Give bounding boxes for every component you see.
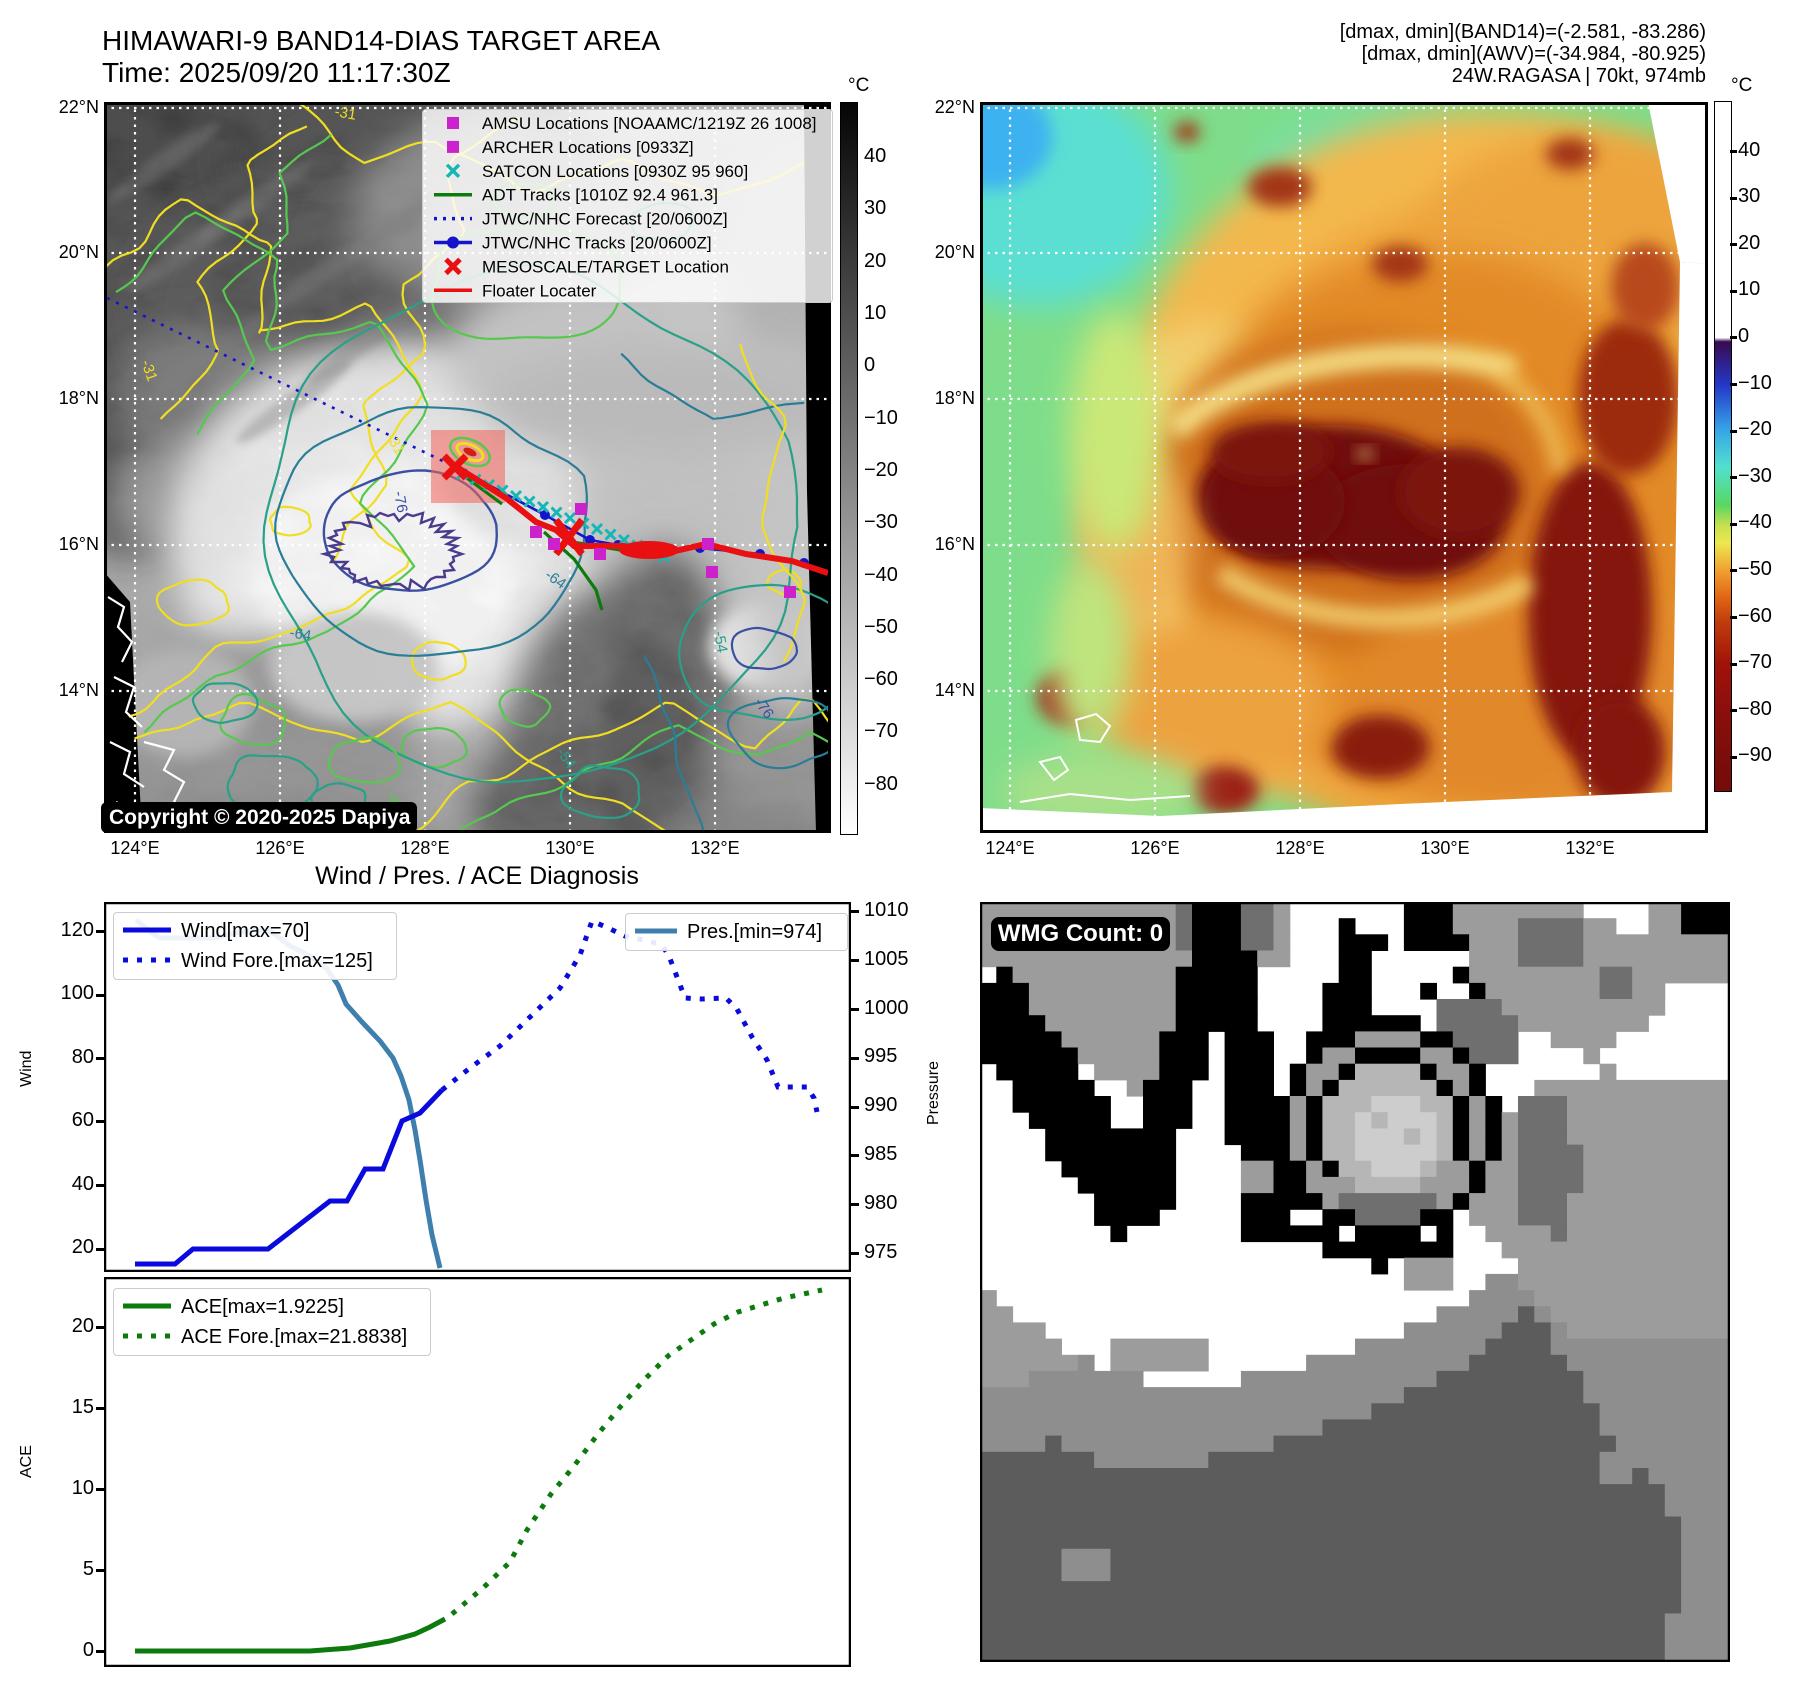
svg-text:ADT Tracks [1010Z 92.4 961.3]: ADT Tracks [1010Z 92.4 961.3] <box>482 186 718 205</box>
svg-text:ARCHER Locations [0933Z]: ARCHER Locations [0933Z] <box>482 138 694 157</box>
svg-text:ACE[max=1.9225]: ACE[max=1.9225] <box>181 1296 344 1318</box>
svg-text:Wind[max=70]: Wind[max=70] <box>181 920 309 942</box>
svg-text:-31: -31 <box>333 103 357 124</box>
svg-text:Pres.[min=974]: Pres.[min=974] <box>687 921 822 943</box>
svg-text:JTWC/NHC Tracks [20/0600Z]: JTWC/NHC Tracks [20/0600Z] <box>482 234 712 253</box>
svg-text:-76: -76 <box>390 490 411 514</box>
svg-text:-54: -54 <box>710 630 731 654</box>
svg-text:JTWC/NHC Forecast [20/0600Z]: JTWC/NHC Forecast [20/0600Z] <box>482 210 728 229</box>
svg-text:SATCON Locations [0930Z 95 960: SATCON Locations [0930Z 95 960] <box>482 162 748 181</box>
svg-text:MESOSCALE/TARGET Location: MESOSCALE/TARGET Location <box>482 257 729 276</box>
svg-text:-64: -64 <box>288 624 312 645</box>
svg-text:AMSU Locations [NOAAMC/1219Z 2: AMSU Locations [NOAAMC/1219Z 26 1008] <box>482 114 817 133</box>
svg-text:Floater Locater: Floater Locater <box>482 281 597 300</box>
svg-text:ACE Fore.[max=21.8838]: ACE Fore.[max=21.8838] <box>181 1326 407 1348</box>
svg-text:-31: -31 <box>137 358 160 384</box>
svg-text:Wind Fore.[max=125]: Wind Fore.[max=125] <box>181 950 373 972</box>
